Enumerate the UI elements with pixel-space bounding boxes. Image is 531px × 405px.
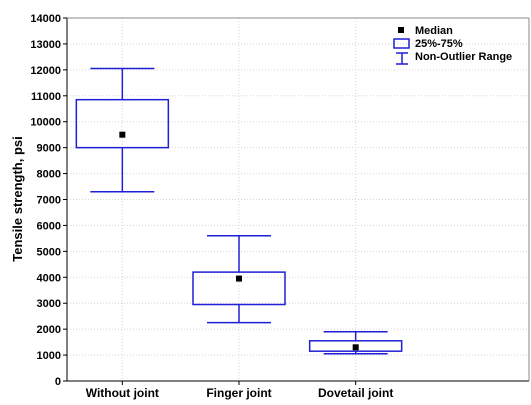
x-category-labels: Without joint Finger joint Dovetail joint: [86, 386, 394, 400]
iqr-box: [192, 271, 286, 306]
y-tick-label: 4000: [37, 272, 61, 284]
y-tick-label: 7000: [37, 195, 61, 207]
median-marker: [352, 344, 359, 351]
y-tick-label: 14000: [30, 13, 61, 25]
axes: [63, 17, 530, 385]
y-tick-label: 5000: [37, 246, 61, 258]
iqr-box: [75, 98, 170, 149]
grid-lines: [67, 17, 529, 381]
boxes: [75, 67, 403, 355]
y-tick-label: 2000: [37, 324, 61, 336]
legend-label-box: 25%-75%: [415, 38, 463, 50]
y-tick-label: 6000: [37, 220, 61, 232]
y-tick-label: 3000: [37, 298, 61, 310]
y-tick-label: 9000: [37, 143, 61, 155]
y-tick-label: 11000: [31, 91, 61, 103]
legend: Median 25%-75% Non-Outlier Range: [393, 25, 512, 65]
y-tick-label: 13000: [30, 39, 61, 51]
box-legend-marker: [393, 38, 410, 49]
y-tick-label: 1000: [37, 350, 61, 362]
median-legend-marker: [398, 27, 404, 33]
legend-label-whisker: Non-Outlier Range: [415, 51, 512, 63]
y-tick-label: 12000: [30, 65, 61, 77]
y-tick-label: 10000: [30, 117, 61, 129]
median-marker: [119, 131, 126, 138]
y-tick-label: 0: [55, 376, 61, 388]
legend-label-median: Median: [415, 25, 453, 37]
y-axis-label: Tensile strength, psi: [10, 136, 25, 261]
x-category-label: Dovetail joint: [318, 386, 393, 400]
y-tick-labels: 0 1000 2000 3000 4000 5000 6000 7000 8000 9000 100…: [30, 13, 61, 388]
iqr-box: [308, 340, 403, 352]
x-category-label: Finger joint: [206, 386, 271, 400]
x-category-label: Without joint: [86, 386, 159, 400]
median-marker: [236, 275, 242, 282]
y-tick-label: 8000: [37, 169, 61, 181]
